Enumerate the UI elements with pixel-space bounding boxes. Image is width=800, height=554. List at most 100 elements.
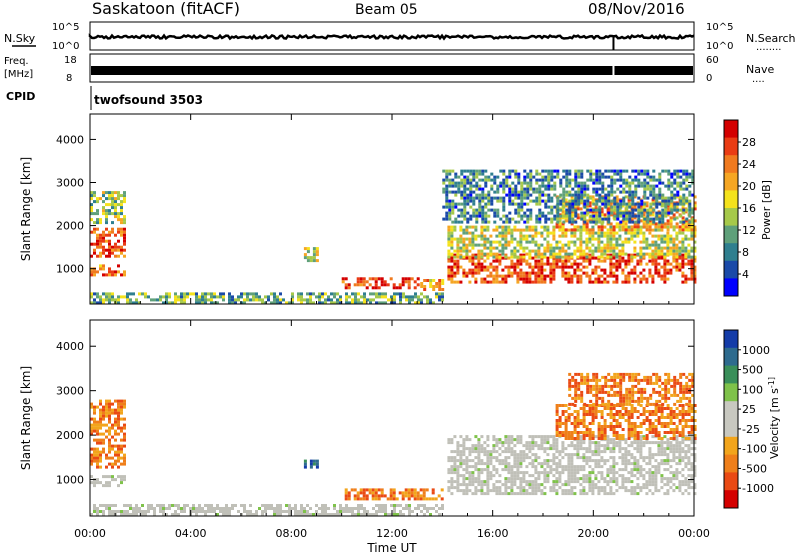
scatter-cell	[117, 191, 120, 195]
scatter-cell	[687, 456, 691, 460]
scatter-cell	[555, 428, 559, 431]
scatter-cell	[99, 420, 102, 424]
scatter-cell	[210, 301, 213, 305]
scatter-cell	[495, 255, 499, 259]
scatter-cell	[111, 194, 114, 198]
scatter-cell	[673, 169, 677, 173]
scatter-cell	[573, 425, 577, 428]
scatter-cell	[174, 292, 177, 296]
scatter-cell	[99, 242, 102, 246]
scatter-cell	[576, 431, 580, 434]
scatter-cell	[519, 438, 523, 442]
scatter-cell	[108, 230, 111, 234]
scatter-cell	[564, 259, 568, 263]
scatter-cell	[492, 259, 496, 263]
power-colorbar-label: Power [dB]	[760, 180, 773, 240]
scatter-cell	[471, 480, 475, 484]
scatter-cell	[511, 187, 515, 191]
scatter-cell	[672, 225, 676, 229]
scatter-cell	[615, 240, 619, 244]
scatter-cell	[639, 441, 643, 445]
scatter-cell	[652, 187, 656, 191]
scatter-cell	[600, 465, 604, 469]
scatter-cell	[165, 301, 168, 305]
scatter-cell	[341, 280, 345, 284]
scatter-cell	[553, 217, 557, 221]
scatter-cell	[374, 280, 378, 284]
scatter-cell	[462, 492, 466, 496]
scatter-cell	[684, 462, 688, 466]
scatter-cell	[600, 231, 604, 235]
scatter-cell	[585, 450, 589, 454]
scatter-cell	[105, 475, 108, 479]
scatter-cell	[383, 283, 387, 287]
scatter-cell	[621, 462, 625, 466]
scatter-cell	[550, 208, 554, 212]
scatter-cell	[600, 489, 604, 493]
scatter-cell	[459, 280, 463, 284]
scatter-cell	[213, 295, 216, 299]
scatter-cell	[360, 507, 363, 510]
scatter-cell	[556, 205, 560, 209]
scatter-cell	[624, 459, 628, 463]
scatter-cell	[669, 216, 673, 220]
scatter-cell	[619, 220, 623, 224]
scatter-cell	[543, 280, 547, 284]
scatter-cell	[663, 237, 667, 241]
scatter-cell	[576, 477, 580, 481]
scatter-cell	[108, 411, 111, 415]
scatter-cell	[336, 301, 339, 305]
scatter-cell	[99, 221, 102, 225]
scatter-cell	[675, 210, 679, 214]
scatter-cell	[279, 504, 282, 507]
scatter-cell	[591, 413, 595, 416]
scatter-cell	[576, 237, 580, 241]
scatter-cell	[504, 459, 508, 463]
scatter-cell	[276, 504, 279, 507]
scatter-cell	[666, 489, 670, 493]
scatter-cell	[114, 444, 117, 448]
scatter-cell	[669, 225, 673, 229]
scatter-cell	[517, 175, 521, 179]
scatter-cell	[606, 274, 610, 278]
scatter-cell	[555, 240, 559, 244]
scatter-cell	[407, 488, 411, 492]
scatter-cell	[416, 283, 420, 287]
scatter-cell	[631, 181, 635, 185]
scatter-cell	[105, 435, 108, 439]
scatter-cell	[670, 172, 674, 176]
scatter-cell	[690, 474, 694, 478]
scatter-cell	[570, 468, 574, 472]
scatter-cell	[426, 279, 430, 282]
scatter-cell	[99, 197, 102, 201]
scatter-cell	[585, 252, 589, 256]
scatter-cell	[413, 280, 417, 284]
scatter-cell	[670, 175, 674, 179]
scatter-cell	[664, 211, 668, 215]
scatter-cell	[492, 444, 496, 448]
scatter-cell	[675, 259, 679, 263]
scatter-cell	[141, 513, 144, 516]
scatter-cell	[669, 444, 673, 448]
scatter-cell	[123, 426, 126, 430]
scatter-cell	[660, 410, 664, 413]
scatter-cell	[507, 228, 511, 232]
scatter-cell	[561, 222, 565, 226]
scatter-cell	[111, 465, 114, 469]
scatter-cell	[99, 267, 102, 271]
scatter-cell	[633, 468, 637, 472]
scatter-cell	[669, 268, 673, 272]
scatter-cell	[585, 410, 589, 413]
scatter-cell	[111, 402, 114, 406]
scatter-cell	[577, 193, 581, 197]
scatter-cell	[495, 489, 499, 493]
scatter-cell	[519, 228, 523, 232]
scatter-cell	[693, 492, 697, 496]
scatter-cell	[126, 504, 129, 507]
scatter-cell	[484, 175, 488, 179]
scatter-cell	[474, 243, 478, 247]
scatter-cell	[344, 491, 348, 495]
scatter-cell	[552, 441, 556, 445]
scatter-cell	[111, 504, 114, 507]
scatter-cell	[528, 240, 532, 244]
